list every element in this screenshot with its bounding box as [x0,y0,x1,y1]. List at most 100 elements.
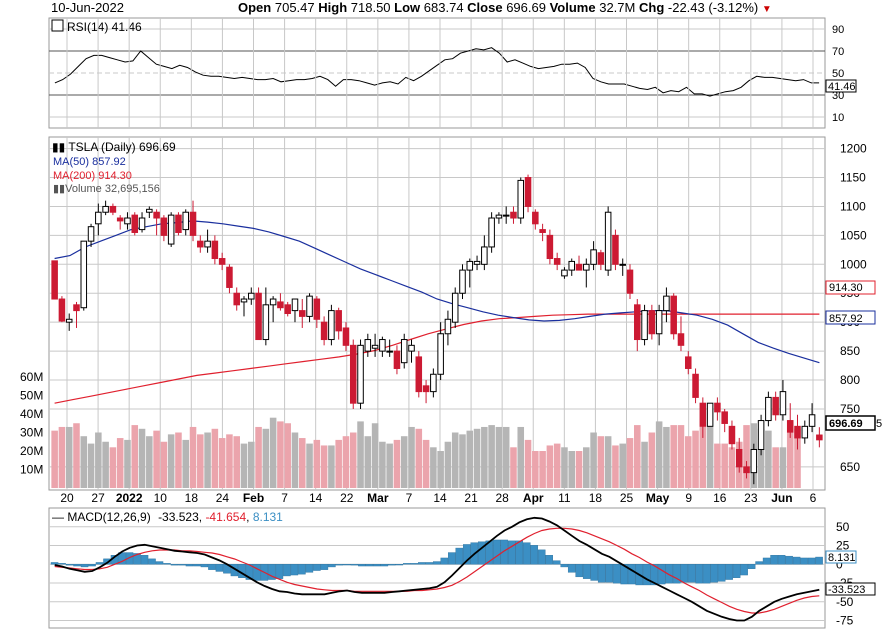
close-value-box [825,415,876,431]
volume-bar [189,426,197,488]
candle-body [131,214,139,233]
macd-histogram-bar [155,561,164,565]
volume-bar [466,430,474,488]
x-tick-label: 10 [154,491,168,505]
candle-body [240,298,248,303]
candle-body [320,321,328,341]
volume-bar [58,426,66,488]
price-legend-title: ▮▮ TSLA (Daily) 696.69 [52,140,176,154]
macd-histogram-bar [170,564,179,566]
macd-histogram-bar [313,564,321,571]
price-panel: 12001150110010501000950900850800750650 6… [20,18,882,628]
macd-histogram-bar [448,552,456,565]
candle-body [466,260,474,271]
candle-body [634,304,641,341]
volume-bar [684,436,692,488]
candle-body [757,420,765,450]
volume-bar [371,423,379,488]
candle-body [335,310,342,332]
candle-body [349,344,357,404]
volume-bar [451,432,459,488]
macd-histogram-bar [747,564,756,569]
volume-legend-icon: ▮▮ [53,183,65,195]
macd-histogram-bar [403,563,411,565]
macd-histogram-bar [380,564,389,567]
volume-bar [422,439,430,488]
macd-histogram-bar [627,564,636,585]
candle-body [772,396,779,416]
candle-body [182,211,190,231]
macd-histogram-bar [560,564,568,568]
candle-body [167,214,175,245]
volume-tick-label: 20M [20,444,43,458]
x-tick-label: 25 [620,491,634,505]
candle-body [626,269,634,294]
volume-bar [743,425,750,488]
hist-value-label: 8.131 [828,552,856,564]
candle-body [415,356,423,393]
ma50-line [54,220,820,364]
volume-bar [692,430,699,488]
x-tick-label: 21 [464,491,478,505]
rsi-value-marker: 41.46 [825,79,857,93]
volume-bar [583,447,590,488]
volume-bar [233,436,240,488]
volume-label: Volume [549,0,596,15]
macd-histogram-bar [298,564,306,575]
candle-body [684,356,692,369]
candle-body [481,246,488,265]
macd-histogram-bar [687,564,696,583]
price-tick-label: 1100 [840,199,866,213]
rsi-series-line [54,47,820,97]
macd-histogram-bar [740,564,748,576]
ma50-legend: MA(50) 857.92 [53,156,126,168]
macd-histogram-bar [58,563,66,565]
macd-histogram-bar [373,564,381,567]
ma200-value-marker: 914.30 [825,280,876,295]
macd-histogram-bar [133,553,141,565]
volume-bar [51,430,58,488]
macd-value-label: -33.523 [828,584,865,596]
macd-histogram-bar [815,556,823,565]
volume-bar [772,447,779,488]
macd-histogram-bar [582,564,591,579]
candle-body [619,263,626,266]
candle-body [233,292,240,306]
volume-bar [138,428,146,488]
volume-bar [277,421,284,488]
macd-histogram-bar [275,564,284,579]
x-tick-label: 6 [810,491,817,505]
macd-histogram-bar [148,558,156,565]
candle-body [109,205,117,213]
candle-body [284,304,291,314]
volume-bar [779,447,787,488]
down-arrow-icon: ▼ [761,4,772,15]
macd-histogram-bar [807,557,816,565]
candle-body [328,310,335,341]
volume-bar [131,425,139,488]
volume-bar [481,426,488,488]
volume-bar [532,451,539,488]
macd-histogram-bar [185,564,194,567]
volume-bar [546,445,554,488]
close-label: Close [467,0,503,15]
volume-bar [393,439,401,488]
candle-body [655,310,663,335]
macd-histogram-bar [665,564,673,584]
ma200-value-box [825,280,876,295]
macd-histogram-bar [163,563,171,565]
candle-body [590,249,597,265]
volume-bar [124,439,131,488]
volume-bar [721,443,728,488]
macd-histogram-bar [418,562,426,565]
high-value: 718.50 [350,0,391,15]
volume-bar [648,432,656,488]
candle-body [561,269,568,277]
x-tick-label: Jun [771,491,792,505]
price-tick-label: 650 [840,460,860,474]
macd-histogram-bar [80,564,89,568]
macd-legend-signal: -41.654 [205,510,246,524]
volume-bar [269,417,277,488]
volume-bar [626,438,634,488]
macd-histogram-bar [672,564,681,584]
